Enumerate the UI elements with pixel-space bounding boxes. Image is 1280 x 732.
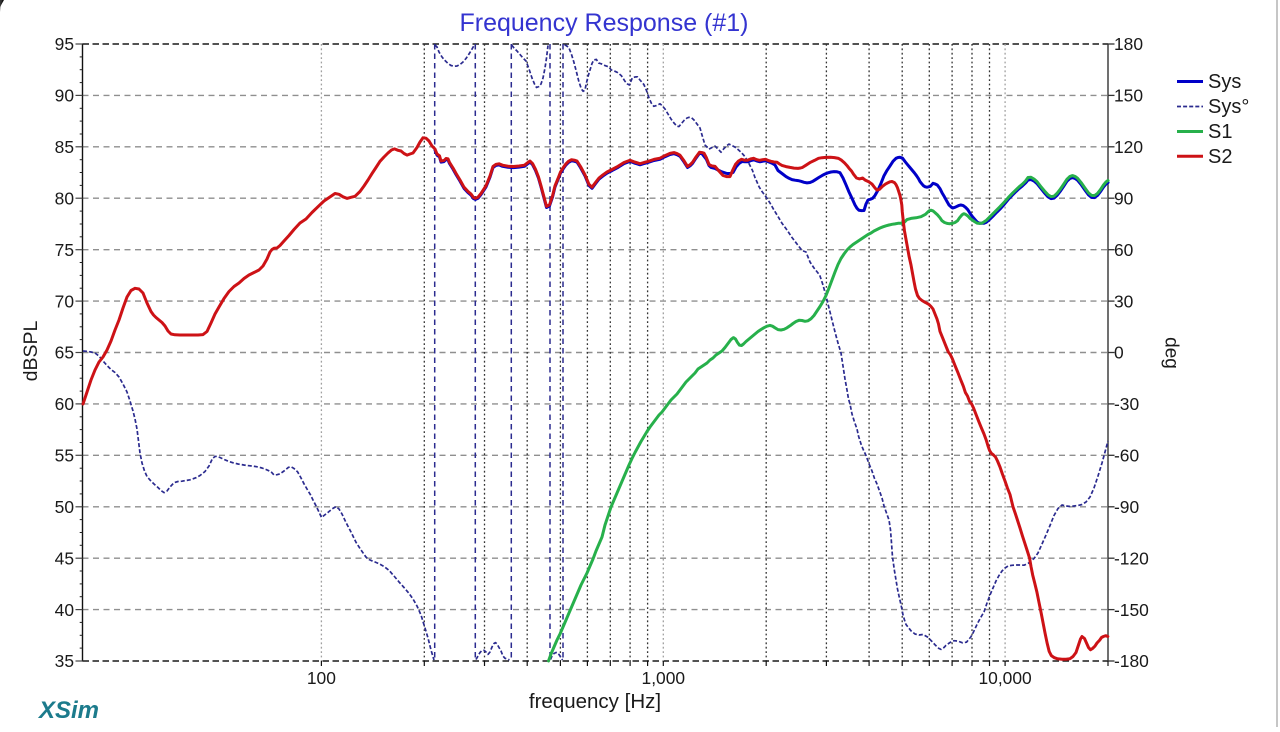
svg-text:XSim: XSim [37, 697, 99, 724]
svg-text:90: 90 [1114, 188, 1133, 208]
svg-text:65: 65 [55, 343, 74, 363]
svg-text:S1: S1 [1208, 121, 1232, 143]
svg-text:10,000: 10,000 [978, 668, 1031, 688]
svg-text:-60: -60 [1114, 446, 1139, 466]
svg-text:-150: -150 [1114, 600, 1149, 620]
svg-text:70: 70 [55, 291, 74, 311]
svg-text:150: 150 [1114, 86, 1143, 106]
svg-text:frequency [Hz]: frequency [Hz] [529, 690, 661, 713]
svg-text:45: 45 [55, 548, 74, 568]
svg-text:1,000: 1,000 [642, 668, 686, 688]
svg-text:-120: -120 [1114, 548, 1149, 568]
svg-text:deg: deg [1161, 337, 1182, 369]
svg-text:-180: -180 [1114, 651, 1149, 671]
svg-text:S2: S2 [1208, 146, 1232, 168]
svg-text:35: 35 [55, 651, 74, 671]
svg-text:30: 30 [1114, 291, 1133, 311]
svg-text:85: 85 [55, 137, 74, 157]
svg-text:180: 180 [1114, 34, 1143, 54]
svg-text:Frequency Response (#1): Frequency Response (#1) [459, 9, 748, 37]
svg-text:40: 40 [55, 600, 74, 620]
svg-text:60: 60 [1114, 240, 1133, 260]
svg-text:dBSPL: dBSPL [20, 320, 42, 381]
svg-text:80: 80 [55, 188, 74, 208]
svg-text:0: 0 [1114, 343, 1124, 363]
svg-text:60: 60 [55, 394, 74, 414]
svg-text:55: 55 [55, 446, 74, 466]
svg-text:100: 100 [307, 668, 336, 688]
svg-text:-90: -90 [1114, 497, 1139, 517]
svg-text:-30: -30 [1114, 394, 1139, 414]
svg-text:90: 90 [55, 86, 74, 106]
svg-text:Sys: Sys [1208, 71, 1241, 93]
svg-text:Sys°: Sys° [1208, 96, 1249, 118]
svg-text:120: 120 [1114, 137, 1143, 157]
svg-text:50: 50 [55, 497, 74, 517]
svg-text:75: 75 [55, 240, 74, 260]
svg-text:95: 95 [55, 34, 74, 54]
